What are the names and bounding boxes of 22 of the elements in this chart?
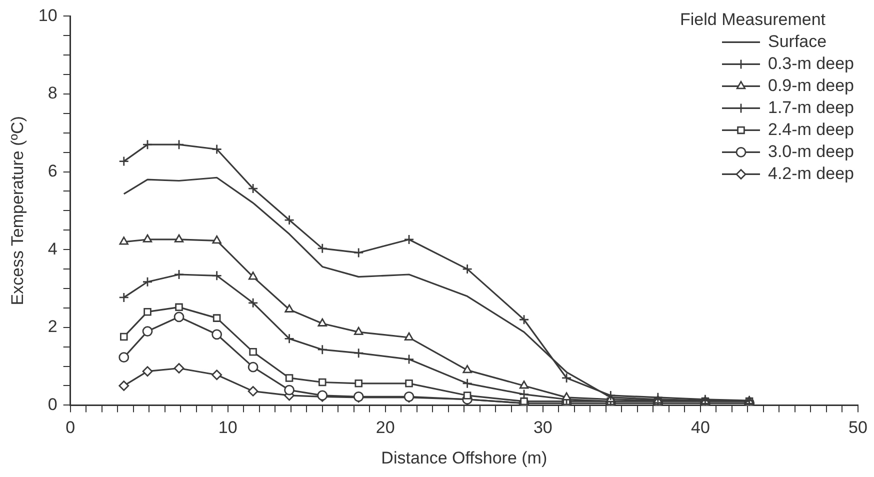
y-tick-label: 8	[48, 84, 58, 103]
legend-label: 0.9-m deep	[768, 76, 854, 95]
x-tick-label: 0	[66, 418, 76, 438]
legend-label: 0.3-m deep	[768, 54, 854, 73]
legend-label: 4.2-m deep	[768, 164, 854, 183]
x-tick-label: 10	[218, 418, 238, 438]
y-tick-label: 6	[48, 161, 58, 180]
y-tick-label: 10	[38, 6, 58, 25]
x-axis-title: Distance Offshore (m)	[381, 448, 548, 468]
x-tick-label: 50	[848, 418, 868, 438]
y-axis-title: Excess Temperature (ºC)	[8, 116, 27, 306]
x-tick-label: 40	[691, 418, 710, 438]
legend-label: 1.7-m deep	[768, 98, 854, 117]
x-tick-label: 30	[533, 418, 552, 438]
legend-label: Surface	[768, 32, 827, 51]
legend-label: 3.0-m deep	[768, 142, 854, 161]
x-tick-label: 20	[376, 418, 395, 438]
legend-label: 2.4-m deep	[768, 120, 854, 139]
y-tick-label: 0	[48, 394, 58, 414]
y-tick-label: 2	[48, 317, 58, 336]
y-tick-label: 4	[48, 239, 58, 258]
legend-title: Field Measurement	[680, 10, 826, 29]
